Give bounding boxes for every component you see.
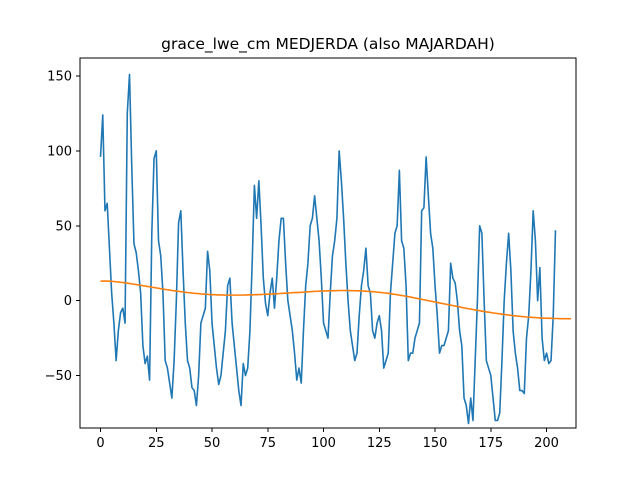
x-axis: 0 25 50 75 100 125 150 175 200 (96, 428, 559, 451)
x-tick-label: 75 (260, 436, 277, 451)
x-tick-label: 150 (423, 436, 448, 451)
x-tick-label: 100 (311, 436, 336, 451)
y-tick-label: 100 (47, 144, 72, 159)
series-1-line (100, 280, 572, 320)
x-tick-label: 50 (204, 436, 221, 451)
chart-title: grace_lwe_cm MEDJERDA (also MAJARDAH) (161, 35, 495, 54)
x-tick-label: 175 (478, 436, 503, 451)
plot-area (99, 73, 572, 425)
x-tick-label: 200 (534, 436, 559, 451)
y-tick-label: 0 (64, 294, 72, 309)
x-tick-label: 25 (148, 436, 165, 451)
y-axis: −50 0 50 100 150 (45, 69, 80, 384)
series-0-line (99, 73, 557, 425)
y-tick-label: 150 (47, 69, 72, 84)
axes-frame (79, 57, 577, 429)
y-tick-label: −50 (45, 369, 72, 384)
y-tick-label: 50 (55, 219, 72, 234)
x-tick-label: 0 (96, 436, 104, 451)
x-tick-label: 125 (367, 436, 392, 451)
